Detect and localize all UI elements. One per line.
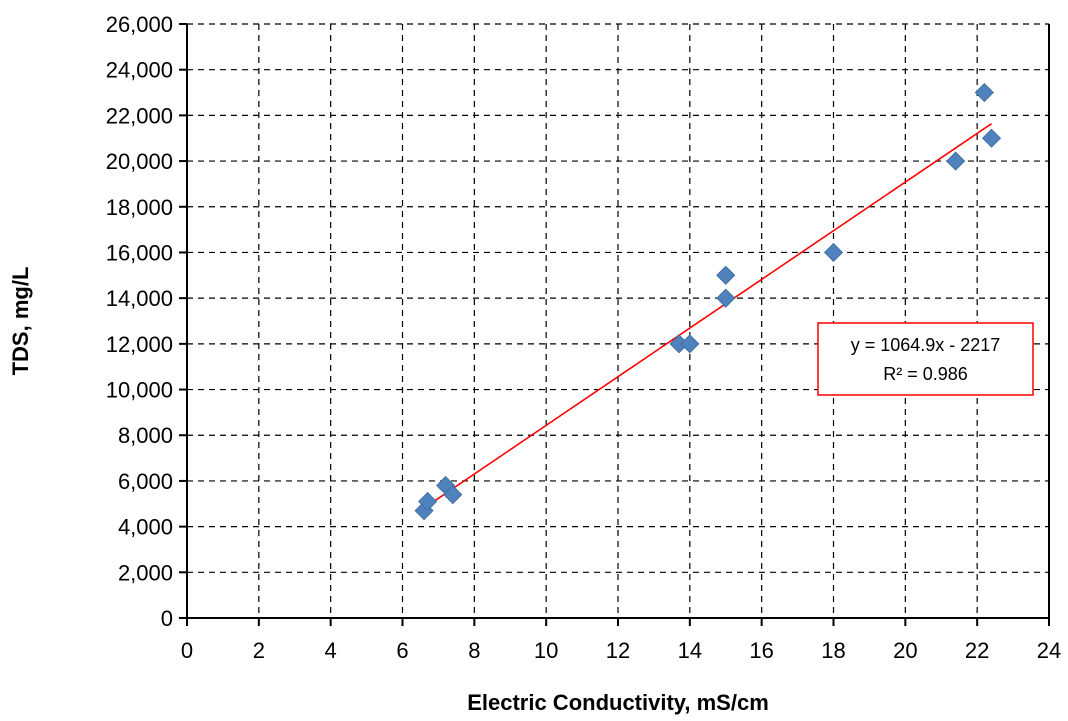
- y-tick-label: 20,000: [106, 149, 173, 174]
- x-tick-label: 10: [534, 638, 558, 663]
- trendline: [423, 123, 992, 509]
- data-point: [981, 128, 1002, 148]
- x-tick-label: 20: [893, 638, 917, 663]
- y-tick-label: 14,000: [106, 286, 173, 311]
- x-tick-label: 12: [606, 638, 630, 663]
- x-tick-label: 16: [749, 638, 773, 663]
- y-tick-labels: 0 2,000 4,000 6,000 8,000 10,000 12,000 14,000 1…: [106, 12, 173, 631]
- trendline-r-squared: R² = 0.986: [883, 364, 968, 384]
- x-tick-label: 6: [396, 638, 408, 663]
- y-tick-label: 24,000: [106, 58, 173, 83]
- data-points: [414, 82, 1002, 521]
- x-axis-title: Electric Conductivity, mS/cm: [467, 690, 769, 715]
- trendline-equation-box: y = 1064.9x - 2217 R² = 0.986: [817, 322, 1034, 396]
- y-tick-label: 0: [161, 606, 173, 631]
- data-point: [974, 82, 994, 103]
- trendline-group: [423, 123, 992, 509]
- data-point: [716, 288, 736, 308]
- x-tick-label: 22: [965, 638, 989, 663]
- x-tick-label: 8: [468, 638, 480, 663]
- x-tick-label: 24: [1037, 638, 1061, 663]
- x-tick-label: 0: [181, 638, 193, 663]
- x-tick-label: 14: [678, 638, 702, 663]
- axes: [179, 23, 1050, 626]
- data-point: [946, 151, 966, 171]
- y-tick-label: 2,000: [118, 560, 173, 585]
- y-tick-label: 22,000: [106, 103, 173, 128]
- x-tick-label: 18: [821, 638, 845, 663]
- y-tick-label: 6,000: [118, 469, 173, 494]
- x-tick-labels: 0 2 4 6 8 10 12 14 16 18 20 22 24: [181, 638, 1061, 663]
- y-tick-label: 18,000: [106, 195, 173, 220]
- data-point: [443, 485, 463, 505]
- y-tick-label: 26,000: [106, 12, 173, 37]
- data-point: [716, 265, 736, 285]
- data-point: [680, 334, 700, 354]
- x-tick-label: 2: [253, 638, 265, 663]
- y-axis-title: TDS, mg/L: [8, 267, 33, 376]
- y-tick-label: 4,000: [118, 515, 173, 540]
- x-tick-label: 4: [325, 638, 337, 663]
- data-point: [823, 242, 844, 263]
- y-tick-label: 10,000: [106, 378, 173, 403]
- y-tick-label: 8,000: [118, 423, 173, 448]
- grid-lines: [187, 23, 1049, 618]
- y-tick-label: 16,000: [106, 240, 173, 265]
- y-tick-label: 12,000: [106, 332, 173, 357]
- equation-box-border: [817, 322, 1034, 396]
- trendline-equation: y = 1064.9x - 2217: [851, 335, 1001, 355]
- data-point: [418, 491, 438, 512]
